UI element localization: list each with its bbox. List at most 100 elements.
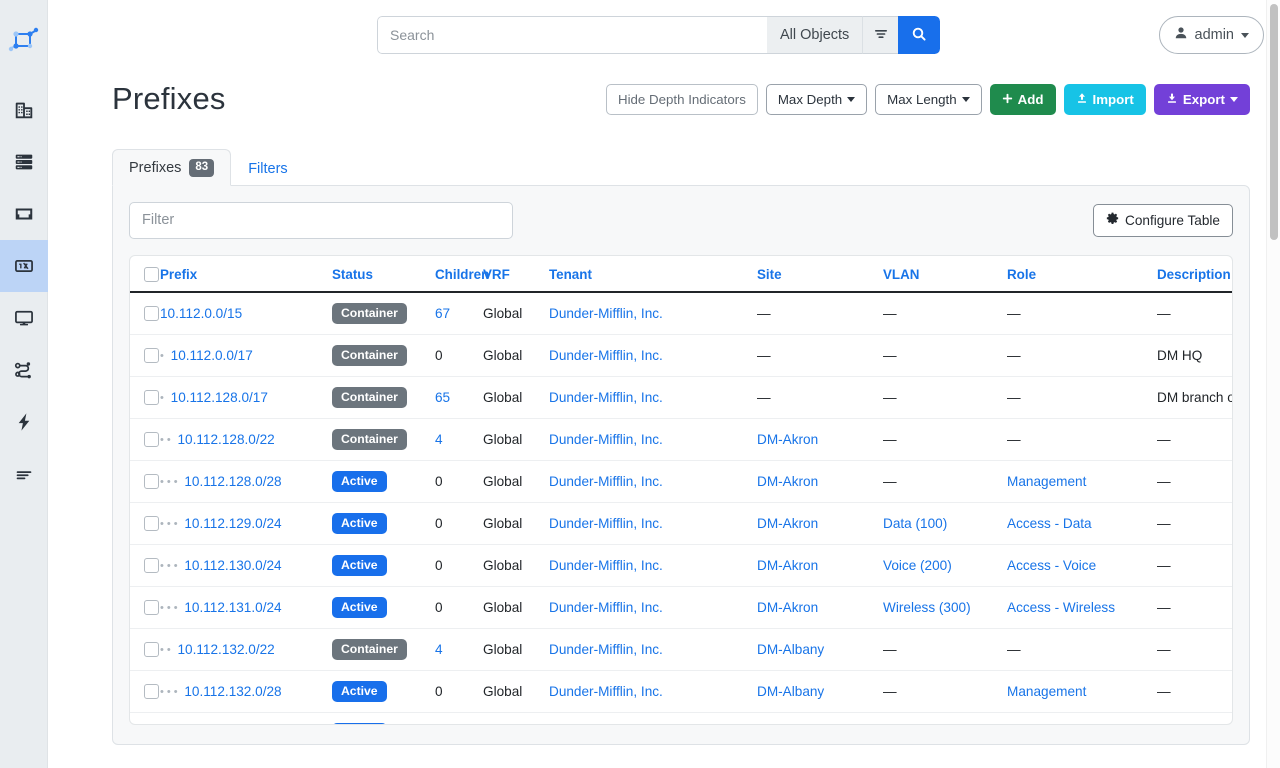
sidebar-item-connections[interactable] (0, 188, 48, 240)
sidebar-item-power[interactable] (0, 396, 48, 448)
site-link[interactable]: DM-Akron (757, 558, 819, 573)
row-checkbox[interactable] (144, 684, 159, 700)
search-filter-button[interactable] (862, 16, 899, 54)
children-count[interactable]: 4 (435, 431, 443, 447)
tenant-link[interactable]: Dunder-Mifflin, Inc. (549, 515, 663, 531)
tenant-link[interactable]: Dunder-Mifflin, Inc. (549, 684, 663, 700)
children-count[interactable]: 67 (435, 305, 451, 321)
site-link[interactable]: DM-Albany (757, 684, 825, 700)
column-header-site[interactable]: Site (757, 255, 883, 293)
tenant-link[interactable]: Dunder-Mifflin, Inc. (549, 305, 663, 321)
column-header-status[interactable]: Status (332, 255, 435, 293)
prefix-link[interactable]: 10.112.132.0/22 (177, 642, 275, 658)
vlan-link[interactable]: Voice (200) (883, 558, 952, 573)
row-checkbox[interactable] (144, 389, 159, 405)
role-link[interactable]: Management (1007, 473, 1087, 489)
column-header-vlan[interactable]: VLAN (883, 255, 1007, 293)
prefix-link[interactable]: 10.112.128.0/28 (184, 473, 282, 489)
search-input[interactable] (377, 16, 767, 54)
tenant-link[interactable]: Dunder-Mifflin, Inc. (549, 600, 663, 616)
row-checkbox[interactable] (144, 305, 159, 321)
site-link[interactable]: DM-Akron (757, 431, 819, 447)
row-checkbox[interactable] (144, 558, 159, 573)
prefix-link[interactable]: 10.112.128.0/17 (170, 389, 268, 405)
select-all-checkbox[interactable] (144, 266, 159, 282)
table-row[interactable]: ••• 10.112.130.0/24 Active 0 Global Dunder-M… (130, 544, 1232, 588)
cell-status: Active (332, 670, 435, 714)
prefix-link[interactable]: 10.112.131.0/24 (184, 600, 282, 616)
prefix-link[interactable]: 10.112.129.0/24 (184, 515, 282, 531)
role-link[interactable]: Access - Data (1007, 515, 1092, 531)
row-checkbox[interactable] (144, 515, 159, 531)
user-menu[interactable]: admin (1158, 16, 1264, 54)
prefix-link[interactable]: 10.112.0.0/17 (170, 347, 253, 363)
netbox-logo-icon[interactable] (2, 18, 46, 62)
tab-prefixes[interactable]: Prefixes 83 (112, 149, 232, 186)
tenant-link[interactable]: Dunder-Mifflin, Inc. (549, 473, 663, 489)
tenant-link[interactable]: Dunder-Mifflin, Inc. (549, 431, 663, 447)
export-button[interactable]: Export (1153, 83, 1250, 115)
column-header-tenant[interactable]: Tenant (549, 255, 757, 293)
prefix-link[interactable]: 10.112.130.0/24 (184, 558, 282, 573)
prefix-link[interactable]: 10.112.128.0/22 (177, 431, 275, 447)
search-scope-dropdown[interactable]: All Objects (767, 16, 863, 54)
row-checkbox[interactable] (144, 642, 159, 658)
table-row[interactable]: •• 10.112.128.0/22 Container 4 Global Dunder… (130, 418, 1232, 461)
sidebar-item-circuits[interactable] (0, 344, 48, 396)
prefix-link[interactable]: 10.112.132.0/28 (184, 684, 282, 700)
sidebar-item-devices[interactable] (0, 136, 48, 188)
table-row[interactable]: ••• 10.112.131.0/24 Active 0 Global Dunder-M… (130, 586, 1232, 630)
configure-table-button[interactable]: Configure Table (1093, 203, 1233, 237)
tenant-link[interactable]: Dunder-Mifflin, Inc. (549, 347, 663, 363)
site-link[interactable]: DM-Akron (757, 515, 819, 531)
tenant-link[interactable]: Dunder-Mifflin, Inc. (549, 389, 663, 405)
site-link[interactable]: DM-Albany (757, 642, 825, 658)
sidebar-item-virtualization[interactable] (0, 292, 48, 344)
column-header-role[interactable]: Role (1007, 255, 1157, 293)
column-header-description[interactable]: Description (1157, 255, 1232, 293)
cell-children: 0 (435, 334, 483, 377)
row-checkbox[interactable] (144, 347, 159, 363)
page-scrollbar[interactable] (1266, 0, 1280, 768)
page-scrollbar-thumb[interactable] (1270, 4, 1278, 240)
table-row[interactable]: ••• 10.112.129.0/24 Active 0 Global Dunder-M… (130, 502, 1232, 545)
add-button[interactable]: Add (989, 83, 1056, 115)
cell-vrf: Global (483, 418, 549, 461)
table-row[interactable]: ••• 10.112.128.0/28 Active 0 Global Dunder-M… (130, 460, 1232, 503)
site-link[interactable]: DM-Akron (757, 600, 819, 616)
sidebar-item-ipam[interactable] (0, 240, 48, 292)
table-row[interactable]: •• 10.112.132.0/22 Container 4 Global Dunder… (130, 628, 1232, 672)
table-row[interactable]: ••• 10.112.132.0/28 Active 0 Global Dunder-M… (130, 670, 1232, 714)
filter-input[interactable] (129, 201, 513, 239)
column-header-children[interactable]: Children (435, 255, 489, 293)
table-row[interactable]: 10.112.0.0/15 Container 67 Global Dunder-Mif… (130, 291, 1232, 335)
table-row[interactable]: • 10.112.128.0/17 Container 65 Global Dunder… (130, 376, 1232, 419)
sidebar-item-organization[interactable] (0, 84, 48, 136)
tab-filters[interactable]: Filters (231, 151, 304, 186)
row-checkbox[interactable] (144, 431, 159, 447)
site-link[interactable]: DM-Akron (757, 473, 819, 489)
row-checkbox[interactable] (144, 473, 159, 489)
tenant-link[interactable]: Dunder-Mifflin, Inc. (549, 558, 663, 573)
column-header-prefix[interactable]: Prefix (160, 255, 332, 293)
vlan-link[interactable]: Data (100) (883, 515, 948, 531)
sidebar-item-other[interactable] (0, 448, 48, 500)
import-button[interactable]: Import (1063, 83, 1146, 115)
children-count[interactable]: 65 (435, 389, 451, 405)
max-depth-dropdown[interactable]: Max Depth (765, 83, 868, 115)
prefix-link[interactable]: 10.112.0.0/15 (160, 305, 243, 321)
column-header-vrf[interactable]: VRF (483, 255, 549, 293)
hide-depth-indicators-button[interactable]: Hide Depth Indicators (605, 83, 758, 115)
tenant-link[interactable]: Dunder-Mifflin, Inc. (549, 642, 663, 658)
row-checkbox[interactable] (144, 600, 159, 616)
max-length-dropdown[interactable]: Max Length (875, 83, 982, 115)
vlan-link[interactable]: Wireless (300) (883, 600, 971, 616)
children-count[interactable]: 4 (435, 642, 443, 658)
role-link[interactable]: Access - Voice (1007, 558, 1097, 573)
table-row[interactable]: • 10.112.0.0/17 Container 0 Global Dunder-Mi… (130, 334, 1232, 377)
role-link[interactable]: Access - Wireless (1007, 600, 1116, 616)
search-submit-button[interactable] (898, 16, 941, 54)
role-link[interactable]: Management (1007, 684, 1087, 700)
cell-prefix: ••• 10.112.133.0/24 (160, 712, 332, 724)
